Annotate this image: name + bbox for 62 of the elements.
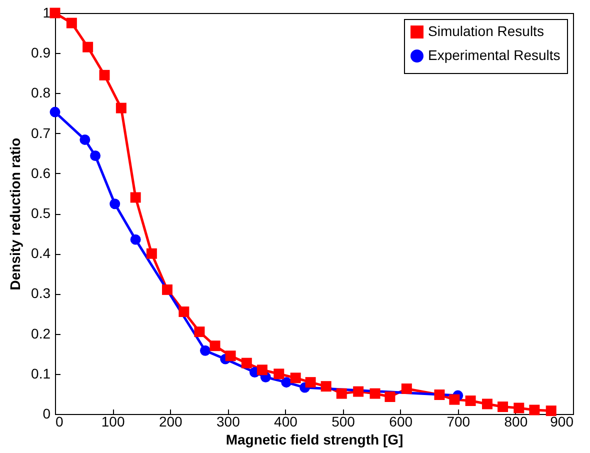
point — [274, 368, 284, 380]
x-tick-label: 0 — [56, 414, 64, 430]
point — [336, 388, 347, 399]
y-tick-label: 0.1 — [31, 365, 51, 382]
point — [116, 102, 126, 114]
y-tick-label: 0.9 — [31, 44, 51, 61]
point — [225, 350, 236, 362]
point — [370, 388, 380, 399]
point — [99, 70, 110, 80]
y-tick-label: 0.2 — [31, 325, 51, 342]
x-tick-label: 300 — [216, 414, 240, 430]
y-tick-label: 0.7 — [31, 124, 51, 141]
point — [498, 402, 508, 412]
y-tick-label: 0.8 — [31, 84, 51, 101]
point — [449, 394, 460, 405]
point — [130, 234, 141, 245]
point — [465, 396, 476, 406]
point — [90, 150, 101, 161]
point — [178, 306, 190, 317]
point — [305, 377, 316, 388]
point — [529, 404, 540, 416]
point — [200, 345, 210, 356]
point — [290, 372, 301, 384]
x-axis-title: Magnetic field strength [G] — [226, 432, 404, 448]
point — [281, 377, 292, 388]
y-tick-label: 0.3 — [31, 285, 51, 302]
point — [353, 386, 364, 397]
x-tick-label: 100 — [101, 414, 125, 430]
point — [514, 402, 524, 414]
y-tick-label: 0.5 — [31, 205, 51, 221]
point — [110, 198, 120, 210]
point — [50, 8, 60, 18]
x-tick-label: 500 — [332, 414, 356, 430]
x-tick-label: 200 — [158, 414, 183, 430]
point — [146, 248, 157, 259]
x-tick-label: 400 — [274, 414, 298, 430]
point — [320, 381, 332, 392]
y-tick-label: 0.6 — [31, 164, 51, 181]
point — [162, 284, 172, 295]
point — [210, 340, 220, 352]
point — [482, 398, 492, 410]
point — [546, 406, 556, 416]
point — [434, 390, 445, 400]
point — [80, 134, 90, 145]
point — [50, 106, 60, 118]
point — [194, 326, 205, 338]
point — [384, 392, 396, 402]
legend-label: Experimental Results — [428, 47, 560, 63]
x-tick-label: 900 — [550, 414, 574, 430]
point — [66, 18, 77, 28]
point — [401, 383, 412, 394]
y-tick-label: 1 — [42, 4, 51, 20]
y-tick-label: 0.4 — [31, 245, 51, 262]
x-tick-label: 800 — [504, 414, 528, 430]
point — [82, 42, 94, 52]
point — [241, 358, 252, 368]
point — [256, 364, 268, 376]
legend-label: Simulation Results — [428, 23, 544, 39]
y-axis-title: Density reduction ratio — [7, 138, 24, 290]
point — [130, 192, 141, 203]
x-tick-label: 700 — [446, 414, 470, 430]
x-tick-label: 600 — [389, 414, 413, 430]
